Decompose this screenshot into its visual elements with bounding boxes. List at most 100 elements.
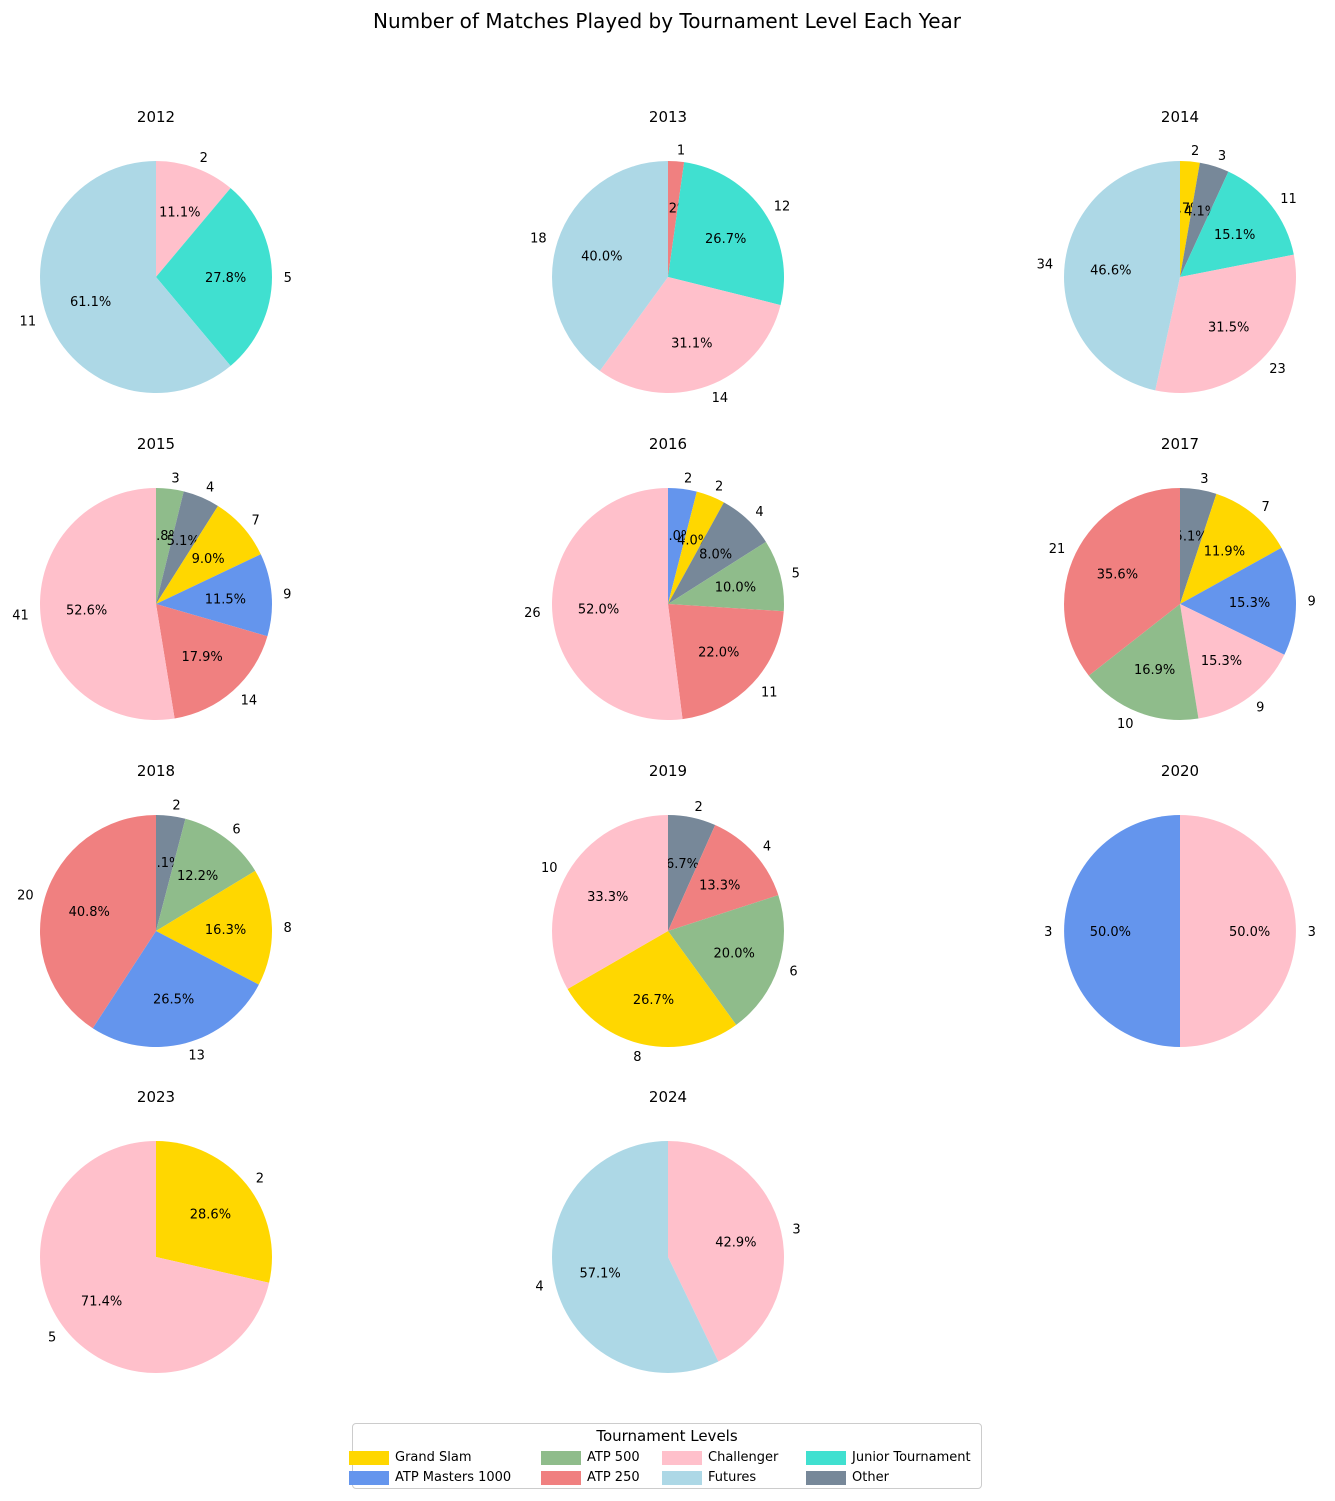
pie-pct-label: 61.1% [70,295,111,310]
pie-slice-challenger [599,277,781,393]
pie-slice-atp-masters-1000 [668,488,697,604]
pie-slice-atp-500 [156,488,184,604]
legend-label: Other [852,1470,889,1485]
pie-value-label: 8 [633,1050,641,1065]
legend-item-futures: Futures [662,1470,756,1485]
pie-2012: 2012 11.1% 2 27.8% 5 61.1% 11 [20,108,292,393]
legend-label: Futures [708,1470,757,1485]
pie-pct-label: 52.6% [66,604,107,619]
pie-title: 2015 [137,435,175,453]
legend-swatch [541,1470,581,1485]
pie-slice-atp-masters-1000 [1180,547,1296,655]
pie-pct-label: 9.0% [192,552,225,567]
pie-value-label: 4 [206,481,214,496]
pie-value-label: 5 [284,271,292,286]
pie-value-label: 3 [171,471,179,486]
pie-slice-challenger [39,488,175,720]
pie-value-label: 4 [535,1279,543,1294]
pie-value-label: 11 [1280,192,1297,207]
legend-item-atp-250: ATP 250 [541,1470,640,1485]
legend-label: ATP Masters 1000 [395,1470,512,1485]
pie-value-label: 2 [172,798,180,813]
pie-slice-challenger [1155,254,1296,393]
pie-title: 2023 [137,1088,175,1106]
pie-slice-challenger [552,814,668,989]
pie-value-label: 9 [1256,700,1264,715]
legend-item-grand-slam: Grand Slam [349,1450,472,1465]
pie-slice-futures [551,1141,719,1373]
pie-2023: 2023 28.6% 2 71.4% 5 [40,1088,273,1373]
pie-pct-label: 15.3% [1229,596,1270,611]
pie-slice-junior-tournament [1180,171,1294,277]
pie-2024: 2024 42.9% 3 57.1% 4 [535,1088,801,1373]
pie-value-label: 2 [256,1171,264,1186]
pie-slice-atp-250 [39,815,156,1029]
pie-pct-label: 11.9% [1204,544,1245,559]
pie-2017: 2017 5.1% 3 11.9% 7 15.3% 9 15.3% 9 16.9% 10 35.6% 2… [1049,435,1316,732]
pie-slice-grand-slam [156,870,273,985]
pie-pct-label: 57.1% [579,1266,620,1281]
legend-swatch [662,1470,702,1485]
pie-pct-label: 15.1% [1214,228,1255,243]
legend-title: Tournament Levels [596,1427,738,1445]
figure-title: Number of Matches Played by Tournament L… [373,9,962,33]
pie-value-label: 26 [524,606,541,621]
pie-title: 2024 [649,1088,687,1106]
pie-slice-challenger [40,1141,270,1373]
pie-pct-label: 11.1% [159,206,200,221]
pie-title: 2017 [1161,435,1199,453]
pie-title: 2018 [137,762,175,780]
pie-slice-junior-tournament [156,188,273,366]
pie-value-label: 21 [1049,542,1066,557]
pie-2020: 2020 50.0% 3 50.0% 3 [1044,762,1316,1047]
legend-swatch [349,1450,389,1465]
pie-slice-other [156,815,186,931]
pie-slice-grand-slam [156,1141,273,1283]
legend-item-atp-masters-1000: ATP Masters 1000 [349,1470,511,1485]
pie-slice-atp-250 [668,604,784,720]
pie-slice-other [156,491,218,604]
legend-item-junior-tournament: Junior Tournament [806,1450,971,1465]
pie-value-label: 2 [695,800,703,815]
pie-value-label: 5 [48,1331,56,1346]
legend-item-challenger: Challenger [662,1450,778,1465]
pie-pct-label: 50.0% [1090,925,1131,940]
pie-slice-futures [40,161,231,393]
pie-value-label: 14 [241,694,258,709]
pie-slice-grand-slam [567,931,737,1047]
pie-pct-label: 8.0% [699,547,732,562]
legend-swatch [349,1470,389,1485]
pie-value-label: 9 [283,588,291,603]
pie-slice-grand-slam [1180,493,1282,604]
pie-slice-challenger [156,161,231,277]
pie-slice-challenger [668,1141,784,1362]
pie-value-label: 4 [755,505,763,520]
legend-label: ATP 250 [587,1470,640,1485]
pie-value-label: 41 [12,608,29,623]
pie-pct-label: 31.5% [1208,321,1249,336]
pie-pct-label: 40.8% [69,905,110,920]
pie-slice-challenger [1180,604,1285,719]
legend-swatch [541,1450,581,1465]
pie-pct-label: 31.1% [671,336,712,351]
pie-slice-junior-tournament [668,162,784,306]
pie-slice-grand-slam [1180,161,1200,277]
pie-value-label: 8 [284,921,292,936]
pie-slice-atp-250 [668,825,779,931]
pie-pct-label: 26.7% [633,993,674,1008]
pie-pct-label: 15.3% [1201,654,1242,669]
legend-label: Grand Slam [395,1450,472,1465]
pie-pct-label: 5.1% [167,534,200,549]
pie-slice-grand-slam [668,491,724,604]
pie-pct-label: 5.1% [1175,529,1208,544]
pie-slice-challenger [1180,815,1296,1047]
pie-pct-label: 71.4% [81,1294,122,1309]
pie-value-label: 9 [1308,595,1316,610]
pie-value-label: 2 [684,471,692,486]
pie-title: 2020 [1161,762,1199,780]
pie-value-label: 4 [763,840,771,855]
